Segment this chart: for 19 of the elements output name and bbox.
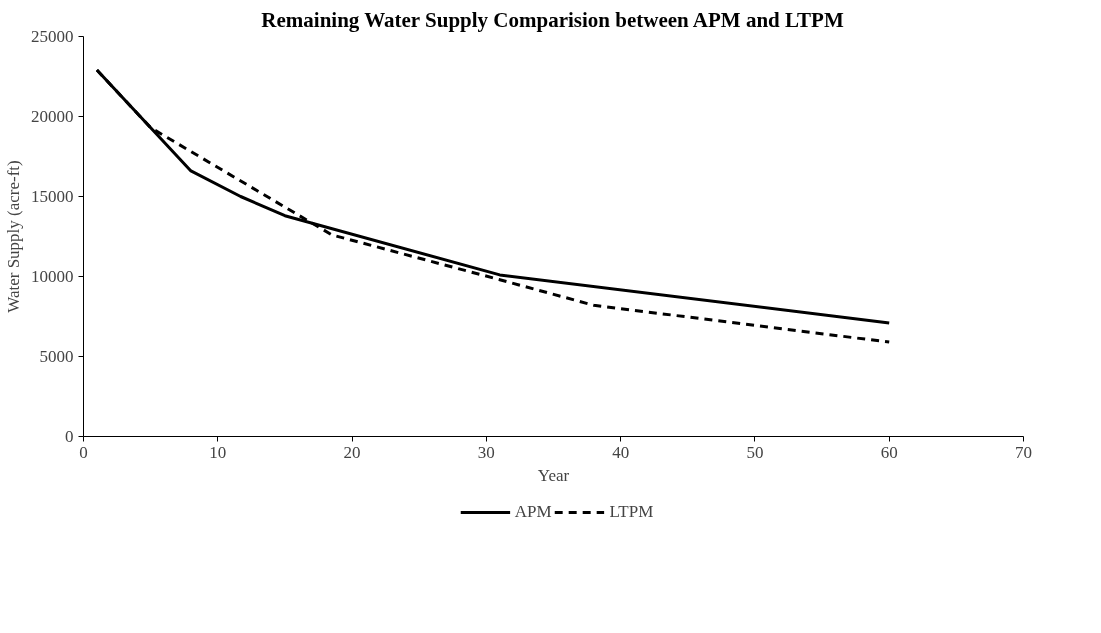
y-tick-label: 10000 <box>31 267 74 286</box>
x-tick-label: 60 <box>880 442 898 462</box>
y-tick-label: 5000 <box>39 347 74 366</box>
x-tick-label: 20 <box>343 442 361 462</box>
x-tick-label: 40 <box>612 442 630 462</box>
x-tick-label: 50 <box>746 442 764 462</box>
y-axis-title: Water Supply (acre-ft) <box>4 160 23 313</box>
x-tick-label: 0 <box>79 442 88 462</box>
y-tick-label: 0 <box>65 427 74 446</box>
legend-label: APM <box>514 502 552 522</box>
x-tick-label: 70 <box>1015 442 1032 462</box>
chart-title: Remaining Water Supply Comparision between APM and LTPM <box>261 7 844 32</box>
x-tick-label: 30 <box>477 442 495 462</box>
legend-label: LTPM <box>609 502 654 522</box>
x-axis-title: Year <box>537 465 570 485</box>
y-tick-label: 20000 <box>31 107 74 126</box>
y-tick-label: 15000 <box>31 187 74 206</box>
y-tick-label: 25000 <box>31 27 74 46</box>
x-tick-label: 10 <box>209 442 227 462</box>
